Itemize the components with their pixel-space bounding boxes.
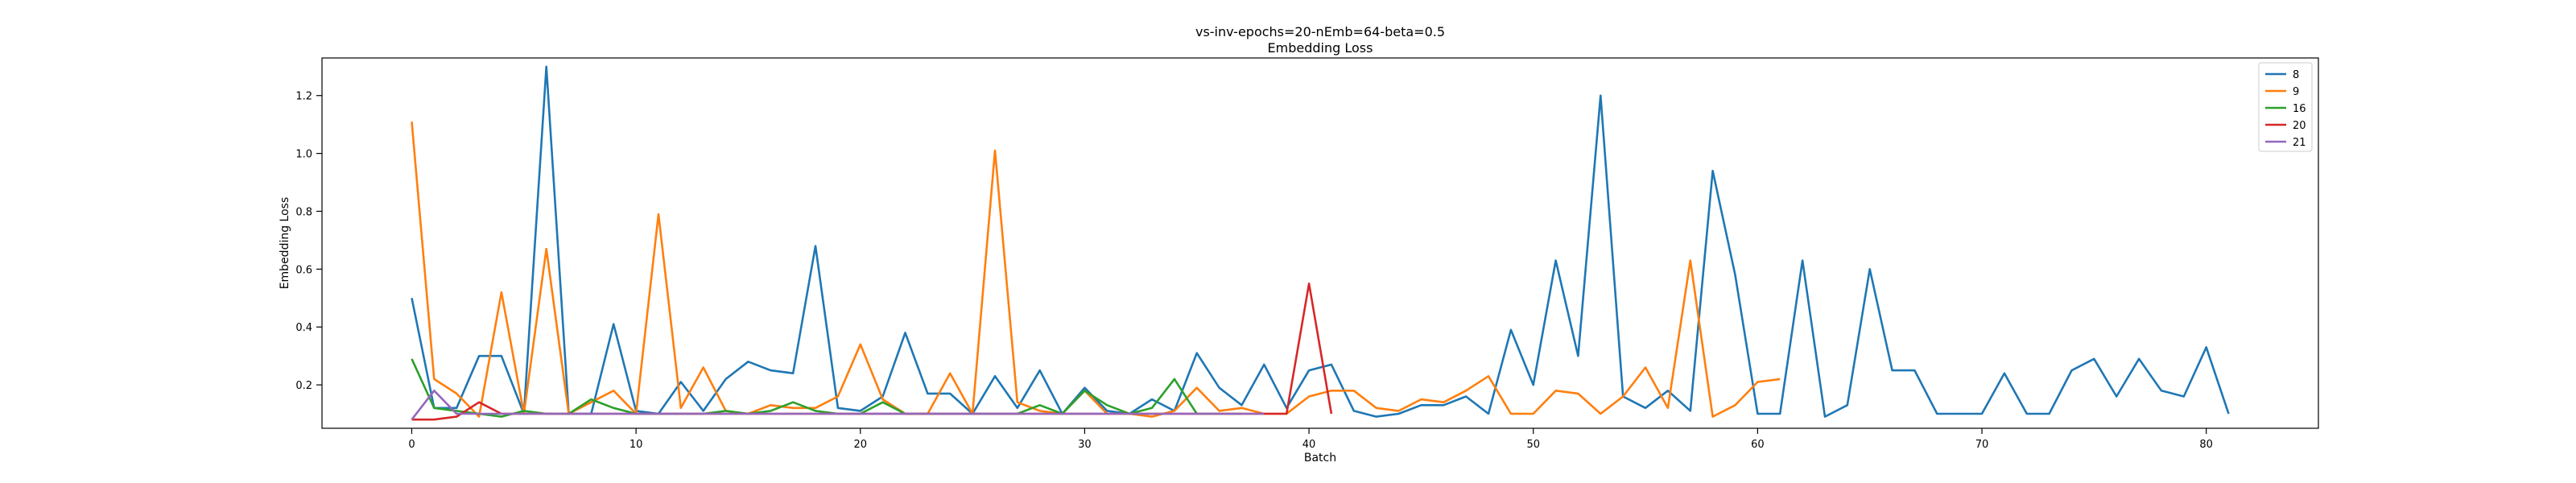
x-tick-label: 20 (853, 439, 867, 451)
x-axis-ticks: 0 10 20 30 40 50 60 70 80 (408, 428, 2213, 451)
y-axis-ticks: 0.2 0.4 0.6 0.8 1.0 1.2 (295, 91, 322, 392)
y-tick-label: 0.4 (295, 322, 312, 334)
chart-title: vs-inv-epochs=20-nEmb=64-beta=0.5 (1195, 24, 1445, 39)
plot-area-frame (321, 57, 2319, 429)
y-tick-label: 1.0 (295, 149, 312, 161)
legend: 8 9 16 20 21 (2258, 62, 2313, 152)
chart-subtitle: Embedding Loss (1268, 40, 1373, 56)
legend-label-8: 8 (2293, 69, 2299, 81)
legend-label-9: 9 (2293, 86, 2299, 98)
series-line-16 (411, 358, 1242, 418)
x-tick-label: 40 (1302, 439, 1316, 451)
y-axis-label: Embedding Loss (279, 197, 291, 290)
x-tick-label: 70 (1975, 439, 1989, 451)
legend-label-16: 16 (2293, 103, 2306, 115)
series-layer (411, 65, 2230, 421)
y-tick-label: 1.2 (295, 91, 312, 103)
x-tick-label: 30 (1078, 439, 1092, 451)
x-tick-label: 80 (2199, 439, 2213, 451)
y-tick-label: 0.2 (295, 380, 312, 392)
x-tick-label: 10 (630, 439, 643, 451)
series-line-20 (411, 282, 1333, 421)
legend-label-21: 21 (2293, 137, 2306, 149)
legend-label-20: 20 (2293, 120, 2306, 132)
x-axis-label: Batch (1304, 452, 1336, 464)
x-tick-label: 0 (408, 439, 415, 451)
series-line-21 (411, 389, 1265, 420)
x-tick-label: 50 (1526, 439, 1540, 451)
series-line-9 (411, 121, 1781, 418)
y-tick-label: 0.6 (295, 264, 312, 276)
y-tick-label: 0.8 (295, 206, 312, 218)
x-tick-label: 60 (1751, 439, 1765, 451)
series-line-8 (411, 65, 2230, 418)
